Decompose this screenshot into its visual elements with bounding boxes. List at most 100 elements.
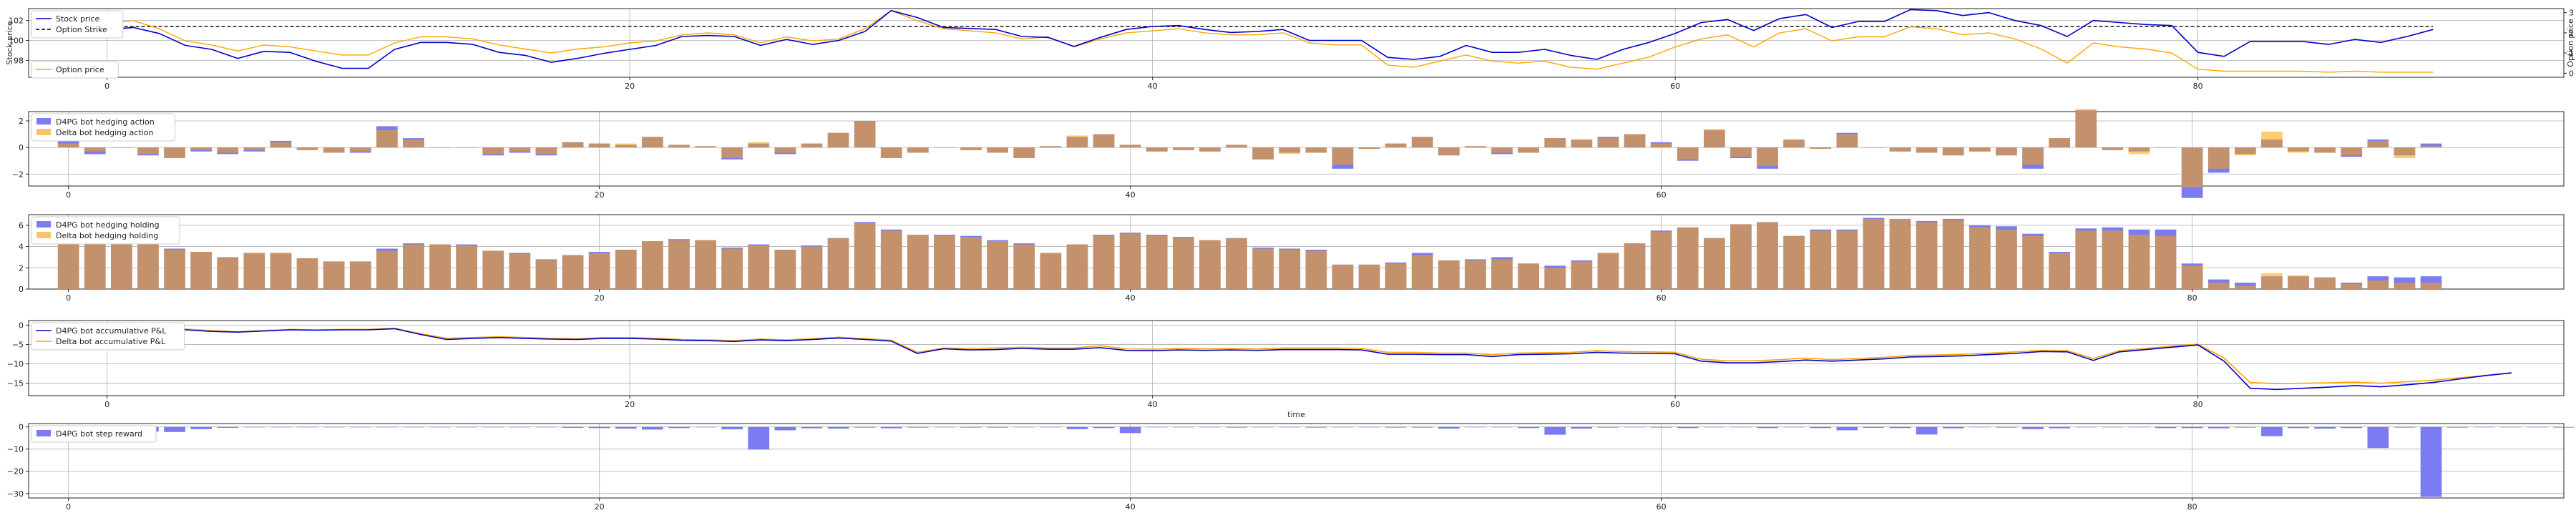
y-tick-label: −5 [12, 341, 24, 350]
delta-action-bar [243, 147, 265, 150]
delta-action-bar [111, 147, 132, 148]
x-tick-label: 40 [1126, 502, 1136, 512]
delta-action-bar [1942, 147, 1964, 156]
delta-holding-bar [376, 250, 398, 289]
legend-right-label: Option price [56, 65, 104, 74]
y-tick-label: 0 [19, 321, 24, 330]
reward-bar [1358, 426, 1380, 428]
delta-holding-bar [482, 250, 504, 289]
delta-action-bar [1226, 145, 1247, 148]
delta-holding-bar [774, 250, 796, 289]
reward-bar [1146, 426, 1168, 428]
reward-bar [1836, 426, 1858, 431]
reward-bar [1491, 426, 1513, 428]
reward-bar [1942, 426, 1964, 429]
delta-holding-bar [827, 238, 849, 289]
reward-bar [801, 426, 823, 429]
delta-action-bar [960, 147, 982, 150]
y-tick-label: 0 [19, 423, 24, 432]
delta-action-bar [907, 147, 929, 153]
reward-bar [695, 426, 716, 428]
delta-holding-bar [2155, 235, 2177, 289]
reward-bar [1810, 426, 1832, 429]
delta-action-bar [1173, 147, 1194, 150]
delta-action-bar [1305, 147, 1327, 153]
delta-holding-bar [934, 235, 955, 289]
delta-action-bar [615, 143, 637, 148]
x-tick-label: 0 [66, 502, 71, 512]
reward-bar [1465, 426, 1486, 428]
reward-bar [854, 426, 876, 428]
legend-holding-swatch [36, 232, 51, 238]
delta-action-bar [1252, 147, 1274, 160]
reward-bar [880, 426, 902, 429]
delta-action-bar [1650, 143, 1672, 148]
delta-holding-bar [270, 253, 292, 289]
delta-action-bar [2394, 147, 2416, 158]
reward-bar [1624, 426, 1646, 428]
delta-action-bar [535, 147, 557, 155]
delta-holding-bar [1624, 243, 1646, 289]
delta-holding-bar [2314, 277, 2336, 289]
reward-bar [907, 426, 929, 428]
delta-holding-bar [2367, 280, 2389, 289]
delta-holding-bar [217, 257, 239, 289]
reward-bar [217, 426, 239, 428]
delta-action-bar [2288, 147, 2309, 153]
delta-holding-bar [1863, 218, 1885, 289]
delta-action-bar [1465, 146, 1486, 148]
y-tick-label: 2 [19, 117, 24, 126]
legend-reward-box [31, 425, 157, 443]
delta-action-bar [1624, 134, 1646, 148]
y-right-tick-label: 1 [2569, 49, 2574, 58]
delta-action-bar [2049, 138, 2070, 148]
delta-holding-bar [2075, 230, 2097, 289]
delta-holding-bar [1757, 222, 1778, 289]
delta-holding-bar [535, 259, 557, 289]
delta-action-bar [1783, 140, 1805, 148]
delta-pnl-line [107, 323, 2512, 385]
reward-bar [1199, 426, 1221, 428]
delta-holding-bar [1650, 231, 1672, 289]
y-tick-label: −10 [7, 445, 24, 454]
x-tick-label: 60 [1657, 190, 1667, 200]
delta-holding-bar [2128, 235, 2150, 289]
x-tick-label: 0 [104, 400, 109, 409]
delta-holding-bar [1783, 235, 1805, 289]
delta-action-bar [748, 142, 770, 148]
delta-holding-bar [349, 261, 371, 289]
delta-action-bar [296, 147, 318, 150]
y-right-tick-label: 3 [2569, 9, 2574, 18]
reward-bar [190, 426, 212, 429]
y-right-axis-label: Option price [2566, 19, 2575, 67]
delta-holding-bar [2181, 265, 2203, 289]
reward-bar [2553, 426, 2575, 428]
delta-holding-bar [243, 253, 265, 289]
reward-bar [482, 426, 504, 428]
delta-action-bar [801, 143, 823, 148]
delta-holding-bar [615, 250, 637, 289]
delta-holding-bar [429, 244, 451, 289]
reward-bar [2049, 426, 2070, 429]
x-tick-label: 20 [595, 190, 605, 200]
reward-bar [1040, 426, 1062, 428]
axes-frame [28, 320, 2565, 396]
delta-holding-bar [1199, 240, 1221, 289]
delta-holding-bar [164, 250, 185, 289]
delta-holding-bar [2207, 283, 2230, 289]
reward-bar [1119, 426, 1141, 434]
delta-action-bar [456, 147, 477, 148]
reward-bar [1889, 426, 1911, 429]
delta-holding-bar [668, 240, 690, 289]
reward-bar [1173, 426, 1194, 428]
delta-action-bar [1411, 137, 1433, 148]
axes-frame [28, 8, 2565, 78]
delta-action-bar [1757, 147, 1778, 167]
delta-action-bar [1969, 147, 1991, 152]
reward-bar [748, 426, 770, 450]
reward-bar [960, 426, 982, 428]
legend-pnl-box [31, 322, 185, 351]
delta-holding-bar [456, 245, 477, 289]
delta-holding-bar [642, 241, 663, 289]
